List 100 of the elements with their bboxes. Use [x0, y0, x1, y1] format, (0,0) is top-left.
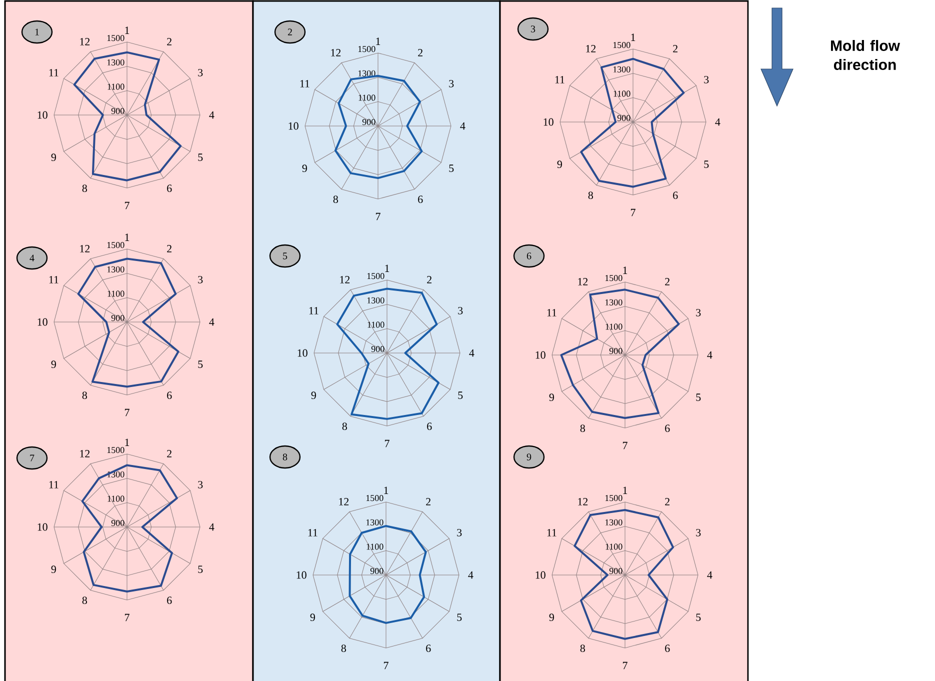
y-tick-label: 1300 — [367, 297, 384, 304]
spoke-label: 9 — [310, 614, 315, 622]
spoke-label: 1 — [384, 486, 388, 494]
y-tick-label: 1100 — [108, 496, 124, 502]
y-tick-label: 1500 — [367, 272, 384, 280]
y-tick-label: 1300 — [358, 70, 376, 76]
spoke-label: 5 — [198, 566, 203, 573]
y-tick-label: 1100 — [108, 84, 124, 90]
spoke-label: 5 — [449, 164, 454, 172]
spoke-label: 4 — [460, 122, 466, 130]
spoke-label: 12 — [80, 38, 90, 46]
spoke-label: 9 — [557, 160, 562, 168]
y-tick-label: 1100 — [366, 544, 384, 550]
spoke-label: 10 — [296, 571, 306, 579]
y-tick-label: 900 — [370, 568, 384, 574]
spoke-label: 3 — [458, 306, 463, 314]
spoke-label: 7 — [376, 212, 380, 220]
chart-title: 9 — [526, 454, 532, 460]
spoke-label: 2 — [167, 245, 172, 252]
spoke-label: 1 — [376, 38, 380, 45]
spoke-label: 11 — [49, 276, 58, 284]
chart-title: 5 — [283, 252, 288, 260]
spoke-label: 2 — [673, 45, 678, 52]
spoke-label: 9 — [51, 154, 56, 162]
spoke-label: 12 — [331, 49, 341, 56]
y-tick-label: 1500 — [605, 274, 622, 282]
spoke-label: 7 — [124, 614, 130, 622]
spoke-label: 4 — [468, 571, 474, 579]
chart-title: 1 — [35, 28, 39, 36]
chart-title: 3 — [530, 26, 536, 32]
spoke-label: 10 — [38, 111, 48, 119]
spoke-label: 11 — [547, 309, 556, 316]
y-tick-label: 1100 — [368, 322, 384, 328]
spoke-label: 8 — [82, 596, 87, 604]
spoke-label: 5 — [198, 360, 203, 368]
chart-title: 2 — [288, 28, 292, 36]
spoke-label: 6 — [427, 422, 432, 430]
spoke-label: 3 — [696, 308, 701, 316]
spoke-label: 1 — [631, 34, 636, 41]
y-tick-label: 900 — [111, 108, 124, 114]
spoke-label: 3 — [696, 528, 701, 536]
spoke-label: 3 — [457, 528, 462, 536]
spoke-label: 5 — [198, 154, 203, 161]
y-tick-label: 900 — [617, 114, 630, 122]
spoke-label: 1 — [623, 266, 628, 274]
y-tick-label: 1500 — [107, 242, 124, 248]
spoke-label: 9 — [51, 360, 56, 368]
spoke-label: 3 — [449, 80, 454, 88]
y-tick-label: 1300 — [605, 519, 622, 526]
spoke-label: 6 — [665, 424, 670, 432]
y-tick-label: 1500 — [358, 46, 376, 52]
spoke-label: 2 — [665, 278, 670, 286]
spoke-label: 3 — [198, 68, 203, 76]
spoke-label: 1 — [385, 264, 390, 272]
chart-title: 8 — [282, 454, 288, 460]
y-tick-label: 1300 — [366, 519, 384, 526]
spoke-label: 7 — [384, 662, 388, 670]
y-tick-label: 900 — [609, 348, 622, 354]
y-tick-label: 900 — [609, 568, 622, 574]
spoke-label: 8 — [333, 196, 338, 204]
spoke-label: 9 — [311, 392, 316, 400]
y-tick-label: 1100 — [606, 544, 622, 550]
spoke-label: 3 — [198, 276, 203, 284]
y-tick-label: 1500 — [613, 42, 630, 48]
y-tick-label: 900 — [371, 346, 384, 352]
y-tick-label: 1300 — [107, 59, 124, 66]
spoke-label: 11 — [309, 307, 318, 314]
spoke-label: 12 — [578, 498, 588, 506]
spoke-label: 11 — [547, 529, 556, 536]
spoke-label: 9 — [51, 566, 56, 574]
spoke-label: 6 — [167, 392, 172, 400]
text: 4 — [30, 254, 34, 262]
spoke-label: 9 — [549, 614, 554, 622]
spoke-label: 9 — [302, 164, 307, 172]
y-tick-label: 1500 — [107, 446, 124, 454]
spoke-label: 7 — [622, 662, 628, 670]
chart-title: 6 — [526, 252, 532, 260]
spoke-label: 11 — [300, 80, 310, 88]
spoke-label: 9 — [549, 394, 554, 402]
spoke-label: 11 — [308, 529, 318, 536]
y-tick-label: 1500 — [366, 494, 384, 502]
spoke-label: 10 — [288, 122, 298, 130]
spoke-label: 1 — [125, 234, 130, 241]
spoke-label: 8 — [341, 644, 346, 652]
spoke-label: 12 — [578, 278, 588, 286]
spoke-label: 6 — [673, 192, 678, 200]
spoke-label: 4 — [715, 118, 720, 126]
spoke-label: 8 — [342, 422, 347, 430]
spoke-label: 5 — [704, 160, 709, 168]
y-tick-label: 900 — [362, 118, 376, 126]
y-tick-label: 1100 — [108, 290, 124, 297]
spoke-label: 8 — [82, 184, 87, 192]
text: Mold flow direction — [831, 40, 900, 70]
spoke-label: 11 — [49, 481, 58, 488]
spoke-label: 4 — [707, 571, 712, 579]
spoke-label: 6 — [426, 644, 431, 652]
spoke-label: 1 — [125, 26, 130, 34]
spoke-label: 5 — [696, 394, 701, 401]
spoke-label: 6 — [418, 196, 423, 204]
spoke-label: 10 — [536, 351, 546, 359]
